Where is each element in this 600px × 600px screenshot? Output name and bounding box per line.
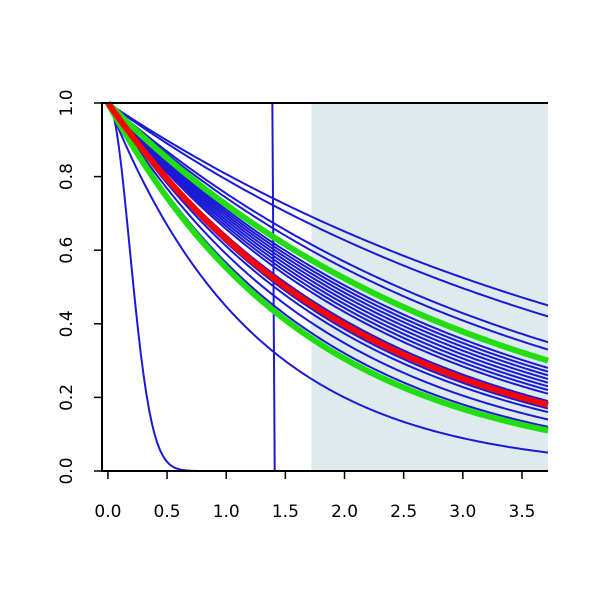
y-tick-label-5: 1.0 — [57, 89, 77, 116]
x-tick-label-0: 0.0 — [94, 502, 121, 522]
series-line-red-22 — [105, 101, 549, 408]
x-tick-label-1: 0.5 — [154, 502, 181, 522]
series-line-blue-11 — [107, 102, 549, 384]
y-axis: 0.0 0.2 0.4 0.6 0.8 1.0 — [57, 89, 102, 485]
x-tick-label-6: 3.0 — [449, 502, 476, 522]
series-line-blue-9 — [107, 102, 549, 392]
series-line-blue-12 — [107, 102, 549, 380]
series-layer — [105, 100, 549, 472]
y-tick-label-4: 0.8 — [57, 163, 77, 190]
x-axis: 0.0 0.5 1.0 1.5 2.0 2.5 3.0 3.5 — [94, 471, 535, 522]
y-tick-label-0: 0.0 — [57, 457, 77, 484]
series-line-blue-13 — [107, 102, 549, 377]
x-tick-label-4: 2.0 — [331, 502, 358, 522]
series-line-blue-5 — [107, 102, 549, 414]
series-line-blue-17 — [107, 102, 549, 344]
series-line-blue-18 — [107, 102, 549, 318]
series-line-green-20 — [105, 101, 549, 434]
plot-frame — [101, 102, 548, 472]
y-tick-label-1: 0.2 — [57, 384, 77, 411]
x-tick-label-7: 3.5 — [508, 502, 535, 522]
y-tick-label-3: 0.6 — [57, 237, 77, 264]
series-line-blue-8 — [107, 102, 549, 395]
x-tick-label-3: 1.5 — [272, 502, 299, 522]
series-line-green-21 — [105, 100, 549, 364]
series-line-blue-10 — [107, 102, 549, 388]
x-tick-label-2: 1.0 — [213, 502, 240, 522]
series-line-blue-4 — [107, 102, 549, 421]
axes-layer — [101, 102, 548, 472]
y-tick-label-2: 0.4 — [57, 310, 77, 337]
series-line-blue-16 — [107, 102, 549, 351]
series-line-blue-2 — [106, 102, 549, 454]
series-line-blue-19 — [107, 102, 549, 307]
series-line-blue-14 — [107, 102, 549, 373]
x-tick-label-5: 2.5 — [390, 502, 417, 522]
